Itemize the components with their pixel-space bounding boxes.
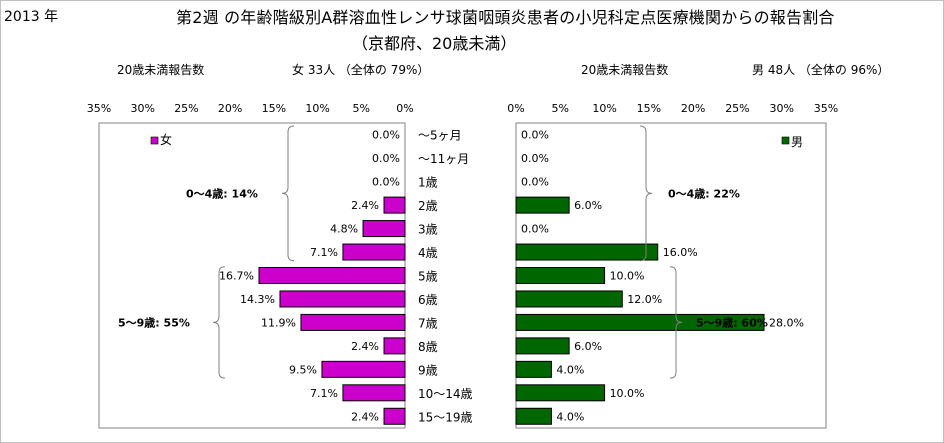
male-bar bbox=[515, 407, 552, 425]
male-bar bbox=[515, 360, 552, 378]
female-age-group-brace bbox=[281, 125, 295, 262]
age-category-label: 10～14歳 bbox=[418, 387, 473, 401]
female-age-group-brace bbox=[212, 266, 226, 379]
female-bar bbox=[362, 220, 406, 238]
male-value-label: 16.0% bbox=[663, 246, 698, 259]
male-legend-swatch bbox=[781, 136, 790, 145]
age-category-label: 7歳 bbox=[418, 316, 438, 330]
female-bar bbox=[258, 267, 406, 284]
male-x-tick-label: 25% bbox=[725, 102, 749, 115]
female-bar bbox=[383, 196, 406, 214]
male-value-label: 6.0% bbox=[574, 340, 602, 353]
female-x-tick-label: 20% bbox=[218, 102, 242, 115]
male-legend-label: 男 bbox=[791, 135, 803, 149]
male-count-total: 男 48人 （全体の 96%） bbox=[752, 63, 890, 77]
female-value-label: 7.1% bbox=[310, 387, 338, 400]
female-count-label: 20歳未満報告数 bbox=[117, 63, 205, 77]
male-value-label: 4.0% bbox=[556, 363, 584, 376]
age-category-label: 2歳 bbox=[418, 199, 438, 213]
male-bar bbox=[515, 290, 623, 308]
female-value-label: 16.7% bbox=[219, 270, 254, 283]
age-category-label: ～11ヶ月 bbox=[418, 152, 469, 166]
female-value-label: 4.8% bbox=[330, 223, 358, 236]
female-value-label: 11.9% bbox=[261, 316, 296, 329]
age-category-label: 3歳 bbox=[418, 223, 438, 237]
male-group-label: 5～9歳: 60% bbox=[696, 315, 768, 329]
male-x-tick-label: 0% bbox=[507, 102, 524, 115]
female-bar bbox=[300, 313, 406, 331]
male-value-label: 0.0% bbox=[521, 176, 549, 189]
male-x-tick-label: 30% bbox=[769, 102, 793, 115]
female-x-tick-label: 0% bbox=[396, 102, 413, 115]
male-bar bbox=[515, 384, 606, 402]
female-value-label: 0.0% bbox=[372, 152, 400, 165]
year-label: 2013 年 bbox=[4, 9, 59, 25]
female-value-label: 7.1% bbox=[310, 246, 338, 259]
male-age-group-brace bbox=[639, 125, 653, 262]
male-x-tick-label: 20% bbox=[681, 102, 705, 115]
male-bar bbox=[515, 313, 765, 331]
male-x-tick-label: 5% bbox=[552, 102, 569, 115]
age-category-label: 5歳 bbox=[418, 270, 438, 284]
female-bar bbox=[383, 337, 406, 355]
male-x-tick-label: 15% bbox=[637, 102, 661, 115]
female-x-tick-label: 5% bbox=[353, 102, 370, 115]
female-x-tick-label: 15% bbox=[262, 102, 286, 115]
male-bar bbox=[515, 337, 570, 355]
female-x-tick-label: 30% bbox=[130, 102, 154, 115]
female-value-label: 2.4% bbox=[351, 410, 379, 423]
male-value-label: 10.0% bbox=[610, 270, 645, 283]
age-category-label: 15～19歳 bbox=[418, 410, 473, 424]
female-group-label: 5～9歳: 55% bbox=[118, 315, 190, 329]
male-value-label: 0.0% bbox=[521, 152, 549, 165]
female-x-tick-label: 25% bbox=[174, 102, 198, 115]
male-x-tick-label: 35% bbox=[814, 102, 838, 115]
female-value-label: 14.3% bbox=[240, 293, 275, 306]
female-bar bbox=[342, 243, 406, 261]
age-category-label: 9歳 bbox=[418, 363, 438, 377]
male-value-label: 0.0% bbox=[521, 129, 549, 142]
male-value-label: 10.0% bbox=[610, 387, 645, 400]
female-legend-swatch bbox=[150, 136, 159, 145]
male-age-group-brace bbox=[669, 266, 683, 379]
male-value-label: 0.0% bbox=[521, 223, 549, 236]
male-group-label: 0～4歳: 22% bbox=[668, 186, 740, 200]
age-category-label: 6歳 bbox=[418, 293, 438, 307]
male-value-label: 28.0% bbox=[769, 316, 804, 329]
male-bar bbox=[515, 196, 570, 214]
age-category-label: 1歳 bbox=[418, 176, 438, 190]
female-bar bbox=[321, 360, 406, 378]
age-category-label: 4歳 bbox=[418, 246, 438, 260]
male-bar bbox=[515, 267, 606, 284]
female-value-label: 0.0% bbox=[372, 176, 400, 189]
female-x-tick-label: 35% bbox=[87, 102, 111, 115]
age-category-label: 8歳 bbox=[418, 340, 438, 354]
chart-subtitle: （京都府、20歳未満） bbox=[352, 34, 517, 53]
chart-title: 第2週 の年齢階級別A群溶血性レンサ球菌咽頭炎患者の小児科定点医療機関からの報告… bbox=[176, 8, 835, 27]
female-count-total: 女 33人 （全体の 79%） bbox=[292, 63, 430, 77]
female-bar bbox=[342, 384, 406, 402]
female-value-label: 2.4% bbox=[351, 199, 379, 212]
male-count-label: 20歳未満報告数 bbox=[581, 63, 669, 77]
female-bar bbox=[383, 407, 406, 425]
female-value-label: 2.4% bbox=[351, 340, 379, 353]
male-x-tick-label: 10% bbox=[592, 102, 616, 115]
female-bar bbox=[279, 290, 406, 308]
male-bar bbox=[515, 243, 659, 261]
male-value-label: 4.0% bbox=[556, 410, 584, 423]
female-value-label: 9.5% bbox=[289, 363, 317, 376]
age-category-label: ～5ヶ月 bbox=[418, 129, 462, 143]
female-value-label: 0.0% bbox=[372, 129, 400, 142]
female-group-label: 0～4歳: 14% bbox=[186, 186, 258, 200]
female-legend-label: 女 bbox=[160, 132, 172, 147]
male-value-label: 12.0% bbox=[627, 293, 662, 306]
female-x-tick-label: 10% bbox=[305, 102, 329, 115]
male-value-label: 6.0% bbox=[574, 199, 602, 212]
